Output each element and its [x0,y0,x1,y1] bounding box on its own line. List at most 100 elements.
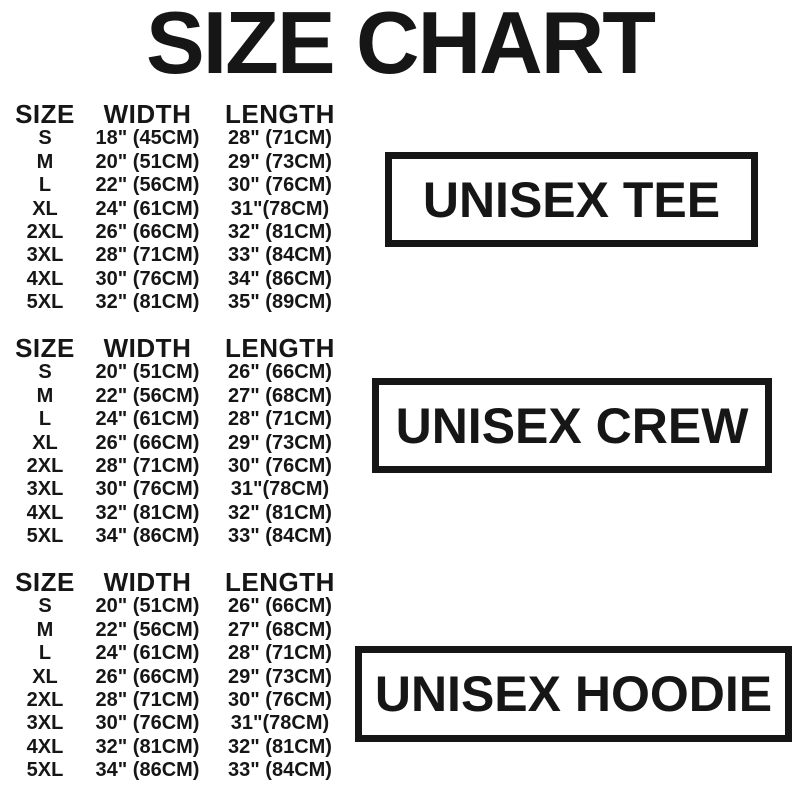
table-row: M 22" (56CM) 27" (68CM) [10,618,345,641]
table-row: M 22" (56CM) 27" (68CM) [10,384,345,407]
table-header-row: SIZE WIDTH LENGTH [10,567,345,597]
table-row: S 20" (51CM) 26" (66CM) [10,361,345,384]
table-cell: 34" (86CM) [95,759,200,782]
table-cell: 28" (71CM) [95,244,200,267]
table-cell: 20" (51CM) [95,595,200,618]
table-row: 5XL 34" (86CM) 33" (84CM) [10,759,345,782]
column-header-width: WIDTH [103,333,192,363]
table-cell: M [36,150,54,173]
table-row: 3XL 30" (76CM) 31"(78CM) [10,478,345,501]
column-header-length: LENGTH [225,99,335,129]
table-cell: 20" (51CM) [95,150,200,173]
table-cell: 2XL [26,220,64,243]
table-cell: 31"(78CM) [230,478,330,501]
table-cell: 34" (86CM) [95,525,200,548]
table-row: L 24" (61CM) 28" (71CM) [10,642,345,665]
table-row: 4XL 32" (81CM) 32" (81CM) [10,502,345,525]
table-cell: 34" (86CM) [228,267,332,290]
table-cell: 4XL [26,267,64,290]
table-cell: 26" (66CM) [95,431,200,454]
table-cell: 29" (73CM) [228,150,332,173]
table-cell: 33" (84CM) [228,244,332,267]
size-table-unisex-tee: SIZE WIDTH LENGTH S 18" (45CM) 28" (71CM) M 20"… [10,99,345,315]
table-cell: S [38,361,52,384]
table-row: 4XL 32" (81CM) 32" (81CM) [10,736,345,759]
table-row: 5XL 32" (81CM) 35" (89CM) [10,291,345,314]
column-header-width: WIDTH [103,99,192,129]
table-cell: S [38,127,52,150]
table-cell: L [38,642,52,665]
table-cell: 24" (61CM) [95,642,200,665]
size-table-unisex-crew: SIZE WIDTH LENGTH S 20" (51CM) 26" (66CM) M 22"… [10,333,345,549]
table-cell: 5XL [26,525,64,548]
table-cell: 2XL [26,688,64,711]
table-cell: 28" (71CM) [228,127,332,150]
table-cell: 24" (61CM) [95,197,200,220]
table-cell: 22" (56CM) [95,384,200,407]
table-cell: 32" (81CM) [95,291,200,314]
table-cell: 32" (81CM) [95,501,200,524]
table-cell: 35" (89CM) [228,291,332,314]
table-cell: 31"(78CM) [230,197,330,220]
table-header-row: SIZE WIDTH LENGTH [10,99,345,129]
table-row: XL 24" (61CM) 31"(78CM) [10,197,345,220]
table-cell: 3XL [26,244,64,267]
product-label-unisex-hoodie: UNISEX HOODIE [374,666,773,722]
table-row: S 20" (51CM) 26" (66CM) [10,595,345,618]
table-cell: 32" (81CM) [228,501,332,524]
table-cell: 20" (51CM) [95,361,200,384]
table-cell: 22" (56CM) [95,174,200,197]
table-cell: L [38,408,52,431]
size-table-unisex-hoodie: SIZE WIDTH LENGTH S 20" (51CM) 26" (66CM) M 22"… [10,567,345,783]
table-cell: 26" (66CM) [228,595,332,618]
table-row: XL 26" (66CM) 29" (73CM) [10,665,345,688]
table-row: 5XL 34" (86CM) 33" (84CM) [10,525,345,548]
table-cell: 32" (81CM) [228,220,332,243]
table-cell: 27" (68CM) [228,384,332,407]
table-cell: 28" (71CM) [228,408,332,431]
table-cell: 27" (68CM) [228,618,332,641]
table-row: 3XL 30" (76CM) 31"(78CM) [10,712,345,735]
table-cell: 26" (66CM) [95,220,200,243]
table-cell: 33" (84CM) [228,525,332,548]
table-cell: M [36,618,54,641]
table-cell: S [38,595,52,618]
table-cell: 31"(78CM) [230,712,330,735]
table-cell: 30" (76CM) [228,454,332,477]
table-row: 2XL 28" (71CM) 30" (76CM) [10,689,345,712]
table-row: L 24" (61CM) 28" (71CM) [10,408,345,431]
table-cell: 4XL [26,501,64,524]
table-cell: 29" (73CM) [228,665,332,688]
column-header-length: LENGTH [225,333,335,363]
table-cell: 32" (81CM) [228,735,332,758]
table-row: S 18" (45CM) 28" (71CM) [10,127,345,150]
column-header-size: SIZE [15,333,75,363]
table-cell: 5XL [26,291,64,314]
column-header-size: SIZE [15,99,75,129]
table-cell: 2XL [26,454,64,477]
table-cell: 32" (81CM) [95,735,200,758]
table-cell: 26" (66CM) [228,361,332,384]
table-cell: 3XL [26,478,64,501]
table-row: 2XL 26" (66CM) 32" (81CM) [10,221,345,244]
table-row: 4XL 30" (76CM) 34" (86CM) [10,268,345,291]
table-cell: XL [32,431,58,454]
table-row: 3XL 28" (71CM) 33" (84CM) [10,244,345,267]
table-cell: XL [32,665,58,688]
table-cell: XL [32,197,58,220]
table-cell: L [38,174,52,197]
table-cell: 30" (76CM) [95,267,200,290]
table-cell: 26" (66CM) [95,665,200,688]
table-row: M 20" (51CM) 29" (73CM) [10,150,345,173]
table-cell: 30" (76CM) [228,688,332,711]
table-cell: M [36,384,54,407]
table-cell: 29" (73CM) [228,431,332,454]
table-row: 2XL 28" (71CM) 30" (76CM) [10,455,345,478]
table-cell: 4XL [26,735,64,758]
page-title: SIZE CHART [146,0,656,92]
table-header-row: SIZE WIDTH LENGTH [10,333,345,363]
table-cell: 22" (56CM) [95,618,200,641]
table-cell: 30" (76CM) [228,174,332,197]
table-cell: 3XL [26,712,64,735]
